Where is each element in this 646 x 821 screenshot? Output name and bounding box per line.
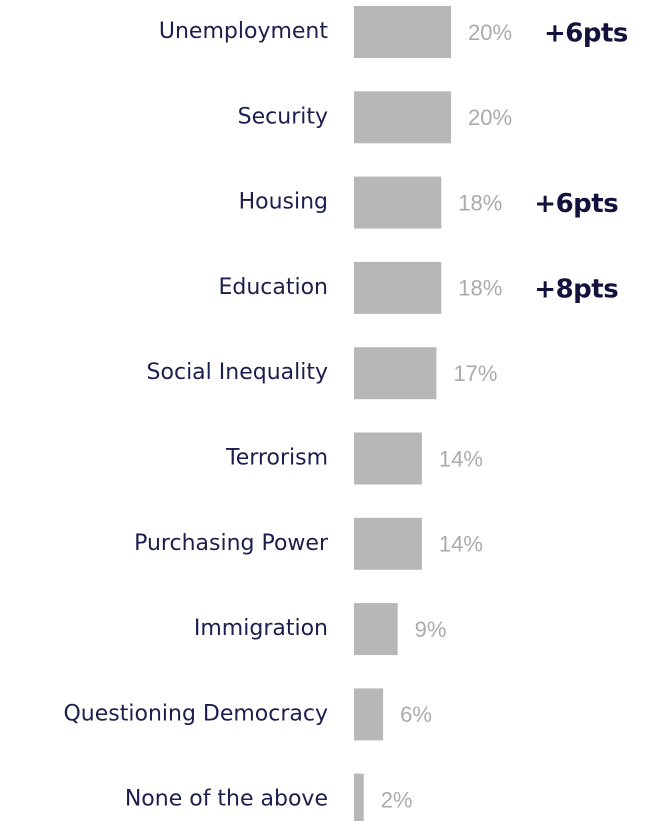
value-label: 20% (468, 20, 512, 45)
category-label: Questioning Democracy (63, 701, 328, 726)
bar (354, 688, 384, 741)
bar (354, 773, 364, 821)
annotation: +6pts (544, 19, 628, 49)
value-label: 17% (453, 361, 497, 386)
category-label: Immigration (194, 616, 328, 641)
category-label: None of the above (125, 787, 328, 812)
bar (354, 91, 451, 144)
annotation: +8pts (534, 274, 618, 304)
bar (354, 517, 422, 570)
category-label: Education (218, 275, 328, 300)
category-label: Purchasing Power (134, 531, 329, 556)
bar (354, 261, 442, 314)
value-label: 2% (381, 788, 413, 813)
bar (354, 6, 451, 58)
bar (354, 603, 398, 656)
value-label: 18% (458, 190, 502, 215)
annotation: +6pts (534, 189, 618, 219)
category-label: Security (238, 104, 328, 129)
category-label: Terrorism (225, 446, 328, 471)
category-label: Housing (239, 190, 328, 215)
value-label: 9% (415, 617, 447, 642)
bar (354, 347, 437, 400)
value-label: 14% (439, 446, 483, 471)
value-label: 14% (439, 532, 483, 557)
category-label: Unemployment (159, 19, 328, 44)
value-label: 18% (458, 276, 502, 301)
category-label: Social Inequality (147, 360, 328, 385)
value-label: 20% (468, 105, 512, 130)
bar (354, 432, 422, 485)
value-label: 6% (400, 702, 432, 727)
bar (354, 176, 442, 229)
